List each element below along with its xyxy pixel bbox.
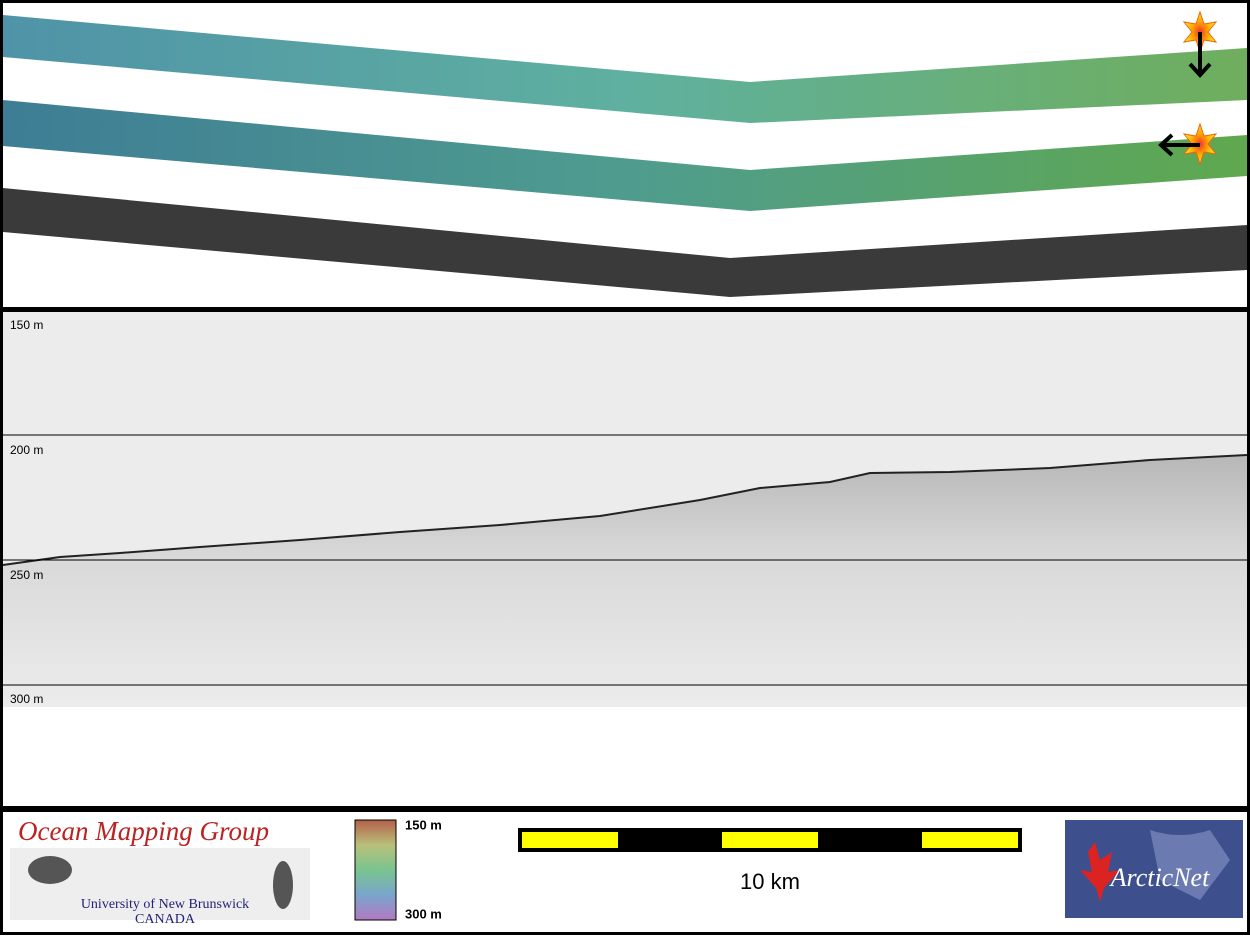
logo-title: Ocean Mapping Group <box>18 816 269 846</box>
marker-left <box>1158 122 1218 166</box>
depth-label: 250 m <box>10 568 43 582</box>
logo-title: ArcticNet <box>1109 863 1210 892</box>
swath-top <box>3 15 1247 123</box>
subbottom <box>3 455 1247 707</box>
scale-bar <box>518 828 1022 852</box>
depth-label: 200 m <box>10 443 43 457</box>
colorbar-label: 150 m <box>405 817 442 832</box>
omg-logo: Ocean Mapping Group University of New Br… <box>10 816 310 927</box>
depth-label: 300 m <box>10 692 43 706</box>
depth-label: 150 m <box>10 318 43 332</box>
colorbar <box>354 819 397 921</box>
colorbar-label: 300 m <box>405 906 442 921</box>
scale-label: 10 km <box>740 869 800 894</box>
swath-backscatter <box>3 188 1247 297</box>
seafloor <box>2 454 1248 566</box>
logo-line: CANADA <box>135 912 196 927</box>
marker-down <box>1182 10 1218 78</box>
swath-middle <box>3 100 1247 211</box>
logo-line: University of New Brunswick <box>81 897 249 912</box>
depth-lines <box>3 434 1247 686</box>
arcticnet-logo: ArcticNet <box>1065 820 1243 918</box>
